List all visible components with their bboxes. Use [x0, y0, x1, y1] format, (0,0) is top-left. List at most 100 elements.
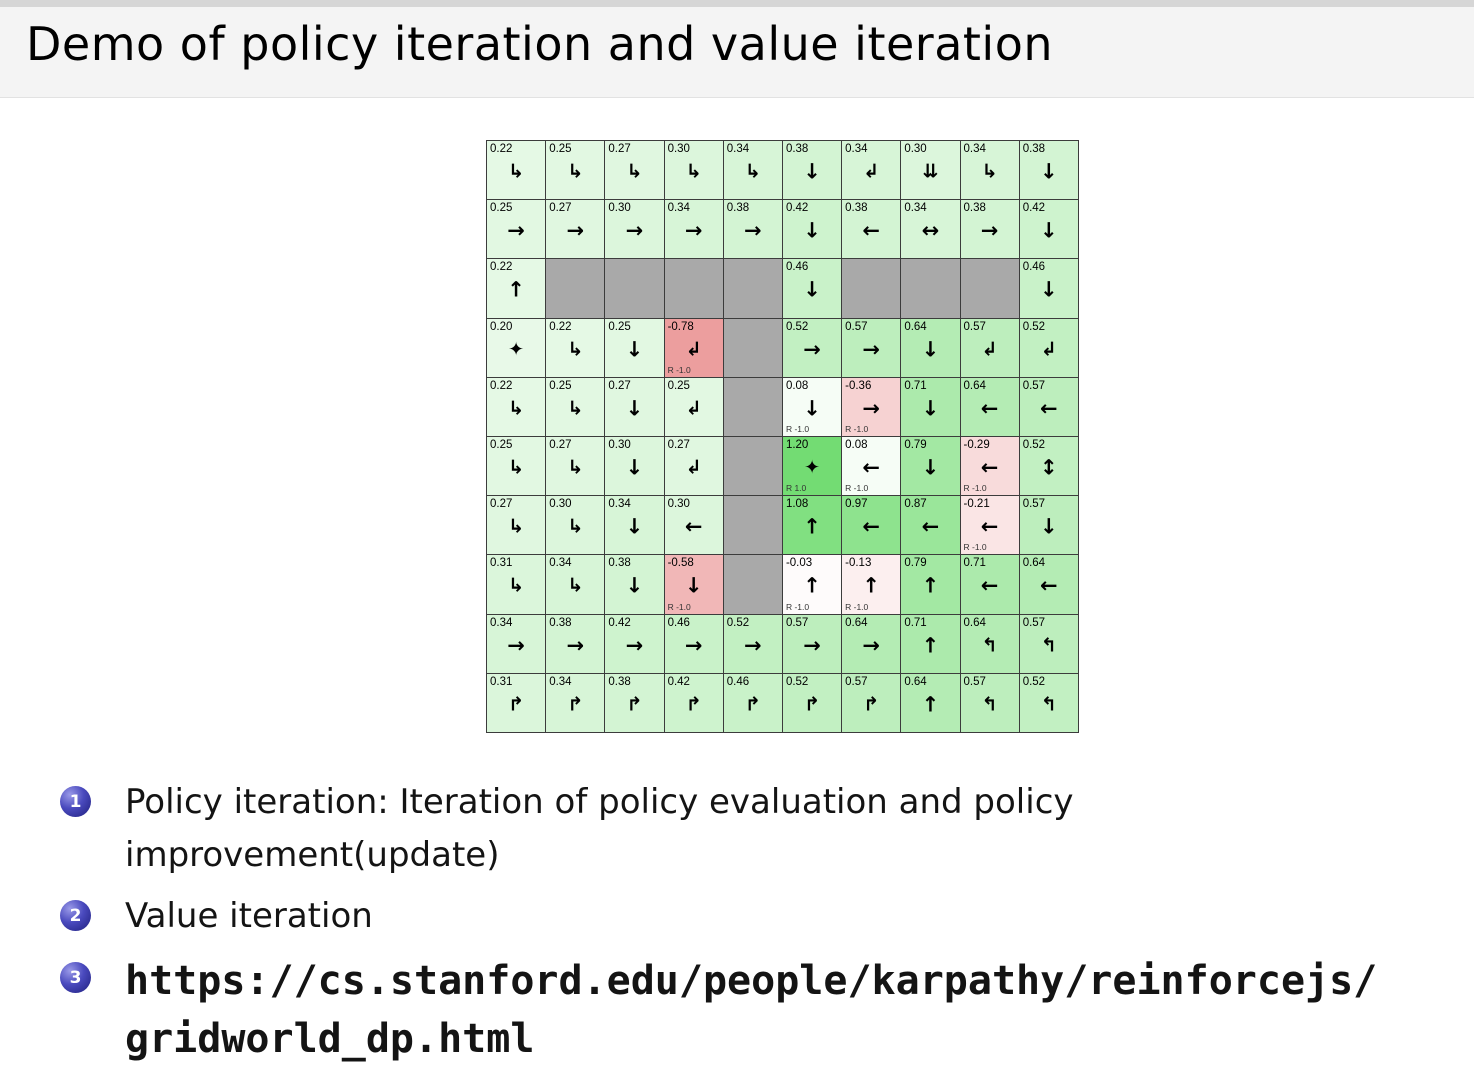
policy-arrow-right-icon: → [862, 396, 881, 421]
policy-arrow-left-icon: ← [980, 455, 999, 480]
cell-value: 0.46 [785, 261, 809, 274]
cell-value: 0.34 [904, 202, 927, 215]
grid-cell: -0.58 ↓ R -1.0 [664, 555, 724, 615]
grid-cell: 0.34 ↲ [842, 141, 902, 201]
cell-value: 0.79 [904, 438, 927, 451]
policy-arrow-up-right-icon: ↱ [804, 693, 820, 716]
policy-arrow-right-icon: → [625, 218, 644, 243]
grid-cell: 0.79 ↓ [901, 436, 961, 497]
cell-value: 0.27 [549, 438, 572, 451]
cell-value: 0.08 [845, 438, 868, 451]
reward-label: R -1.0 [963, 542, 987, 553]
grid-cell: 0.30 ⇊ [901, 141, 961, 201]
policy-arrow-left-icon: ← [862, 514, 881, 539]
cell-value: 0.27 [549, 202, 572, 215]
grid-cell: 0.22 ↑ [487, 259, 547, 319]
slide-title: Demo of policy iteration and value itera… [26, 17, 1054, 71]
grid-cell: 0.25 ↳ [546, 141, 606, 201]
grid-cell: 0.25 → [487, 200, 547, 260]
bullet-number-badge: 1 [60, 786, 91, 817]
cell-value: 0.52 [726, 616, 750, 629]
cell-value: 0.34 [726, 143, 750, 155]
policy-arrow-right-icon: → [803, 633, 821, 658]
cell-value: 0.27 [490, 498, 513, 511]
grid-cell: 0.34 ↔ [901, 200, 961, 260]
grid-cell: -0.36 → R -1.0 [842, 377, 902, 437]
policy-arrow-up-left-icon: ↰ [1040, 633, 1057, 656]
grid-cell: 0.31 ↱ [487, 673, 547, 733]
cell-value: 0.27 [608, 379, 631, 392]
policy-arrow-down-left-icon: ↲ [1040, 338, 1057, 361]
grid-cell: 0.30 → [605, 200, 665, 260]
cell-value: 0.79 [904, 557, 927, 570]
policy-arrow-right-icon: → [566, 633, 585, 658]
cell-value: 0.25 [667, 379, 690, 392]
grid-cell: 0.38 ↓ [782, 141, 843, 201]
grid-cell: 0.22 ↳ [487, 377, 547, 437]
grid-cell: 0.52 → [723, 614, 783, 674]
grid-cell: 0.64 ← [1019, 555, 1079, 615]
cell-value: 0.57 [963, 675, 986, 688]
cell-value: 0.31 [490, 557, 513, 570]
grid-cell: 0.64 ↑ [901, 673, 961, 733]
cell-value: 1.20 [785, 438, 809, 451]
wall-cell [723, 436, 783, 497]
policy-arrow-down-right-icon: ↳ [567, 574, 584, 597]
grid-cell: -0.13 ↑ R -1.0 [842, 555, 902, 615]
cell-value: 0.38 [1022, 143, 1046, 155]
grid-cell: 0.27 ↳ [546, 436, 606, 497]
cell-value: 0.30 [608, 202, 631, 215]
policy-arrow-up-icon: ↑ [803, 574, 821, 599]
bullet-text-policy-iteration: Policy iteration: Iteration of policy ev… [125, 782, 1074, 875]
policy-arrow-right-icon: → [980, 218, 999, 243]
grid-cell: 0.38 ↓ [1019, 141, 1079, 201]
cell-value: 0.52 [1022, 675, 1046, 688]
grid-cell: 0.34 ↳ [546, 555, 606, 615]
wall-cell [842, 259, 902, 319]
cell-value: 0.25 [490, 202, 513, 215]
demo-url-line-2[interactable]: gridworld_dp.html [125, 1016, 535, 1063]
policy-arrow-left-icon: ← [980, 574, 999, 599]
grid-cell: 0.38 → [723, 200, 783, 260]
cell-value: 0.57 [845, 675, 868, 688]
cell-value: 0.52 [785, 675, 809, 688]
grid-cell: 0.42 ↱ [664, 673, 724, 733]
cell-value: 0.64 [904, 320, 927, 333]
cell-value: 0.34 [549, 675, 572, 688]
policy-arrow-down-right-icon: ↳ [567, 338, 584, 361]
grid-cell: 0.30 ← [664, 496, 724, 556]
policy-arrow-up-right-icon: ↱ [626, 693, 643, 716]
wall-cell [723, 318, 783, 378]
grid-cell: 0.20 ✦ [487, 318, 547, 378]
grid-cell: 0.27 → [546, 200, 606, 260]
wall-cell [901, 259, 961, 319]
cell-value: 0.30 [608, 438, 631, 451]
policy-arrow-up-left-icon: ↰ [1040, 693, 1057, 716]
cell-value: 1.08 [785, 498, 809, 511]
bullet-item-value-iteration: 2 Value iteration [60, 890, 1430, 943]
grid-cell: 0.08 ↓ R -1.0 [782, 377, 843, 437]
grid-cell: 0.64 → [842, 614, 902, 674]
demo-url-line-1[interactable]: https://cs.stanford.edu/people/karpathy/… [125, 958, 1378, 1005]
cell-value: 0.34 [549, 557, 572, 570]
policy-arrow-up-right-icon: ↱ [863, 693, 880, 716]
cell-value: 0.46 [726, 675, 750, 688]
cell-value: 0.25 [549, 143, 572, 155]
cell-value: 0.57 [1022, 379, 1046, 392]
policy-arrow-left-icon: ← [980, 396, 999, 421]
cell-value: 0.22 [490, 261, 513, 274]
wall-cell [664, 259, 724, 319]
policy-arrow-down-left-icon: ↲ [863, 160, 880, 183]
cell-value: 0.30 [667, 498, 690, 511]
grid-cell: 0.42 ↓ [1019, 200, 1079, 260]
reward-label: R -1.0 [785, 423, 810, 434]
grid-cell: 0.27 ↓ [605, 377, 665, 437]
policy-arrow-down-right-icon: ↳ [685, 160, 702, 183]
cell-value: 0.57 [1022, 616, 1046, 629]
policy-arrow-up-right-icon: ↱ [567, 693, 584, 716]
policy-arrow-right-icon: → [507, 633, 525, 658]
grid-cell: 1.08 ↑ [782, 496, 843, 556]
bullet-list: 1 Policy iteration: Iteration of policy … [60, 776, 1430, 1077]
policy-arrow-right-icon: → [566, 218, 585, 243]
cell-value: 0.30 [667, 143, 690, 155]
